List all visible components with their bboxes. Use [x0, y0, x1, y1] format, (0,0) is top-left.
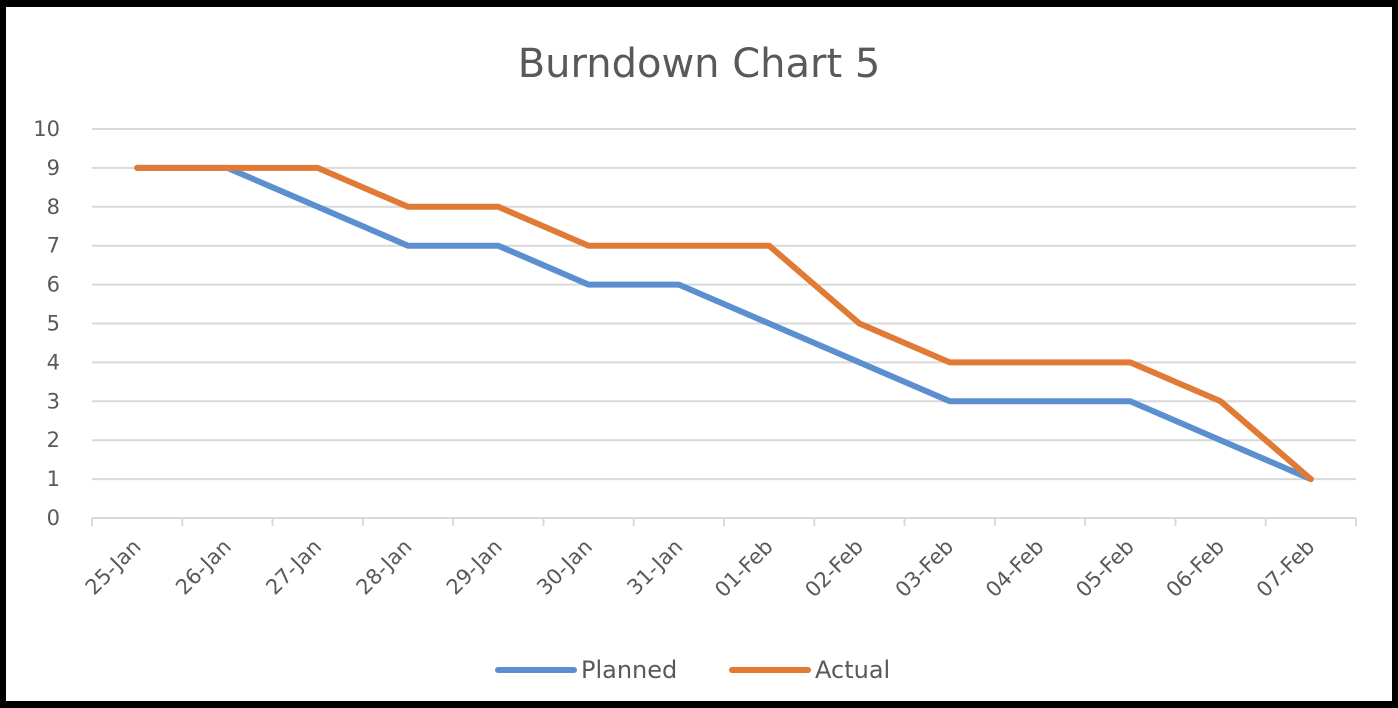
x-tick-label: 28-Jan: [352, 535, 417, 600]
data-point-actual: [226, 167, 228, 169]
data-point-actual: [588, 245, 590, 247]
data-point-planned: [949, 400, 951, 402]
x-tick-label: 29-Jan: [442, 535, 507, 600]
legend-label-actual: Actual: [815, 656, 890, 684]
y-tick-label: 1: [47, 467, 60, 491]
data-point-planned: [317, 206, 319, 208]
x-tick-label: 06-Feb: [1162, 535, 1230, 603]
data-point-actual: [1310, 478, 1312, 480]
data-point-planned: [1039, 400, 1041, 402]
x-tick-label: 07-Feb: [1252, 535, 1320, 603]
y-tick-label: 0: [47, 506, 60, 530]
x-tick-label: 25-Jan: [81, 535, 146, 600]
legend-label-planned: Planned: [581, 656, 677, 684]
legend: Planned Actual: [495, 656, 890, 684]
chart-frame: [6, 7, 1392, 701]
x-tick-label: 04-Feb: [981, 535, 1049, 603]
x-tick-label: 02-Feb: [800, 535, 868, 603]
y-tick-label: 7: [47, 234, 60, 258]
x-tick-label: 31-Jan: [622, 535, 687, 600]
data-point-planned: [858, 361, 860, 363]
x-tick-label: 03-Feb: [891, 535, 959, 603]
y-tick-label: 6: [47, 273, 60, 297]
y-tick-label: 3: [47, 389, 60, 413]
y-tick-label: 8: [47, 195, 60, 219]
x-tick-label: 26-Jan: [171, 535, 236, 600]
data-point-actual: [136, 167, 138, 169]
data-point-actual: [497, 206, 499, 208]
data-point-actual: [678, 245, 680, 247]
y-tick-label: 5: [47, 312, 60, 336]
series-line-planned: [134, 164, 1314, 483]
data-point-actual: [1129, 361, 1131, 363]
data-point-actual: [407, 206, 409, 208]
data-point-planned: [1129, 400, 1131, 402]
data-point-planned: [588, 284, 590, 286]
grid-lines: [92, 128, 1356, 519]
x-axis: 25-Jan 26-Jan 27-Jan 28-Jan 29-Jan 30-Jan 31-J…: [81, 518, 1357, 603]
y-tick-label: 10: [33, 117, 60, 141]
data-point-planned: [678, 284, 680, 286]
data-point-planned: [407, 245, 409, 247]
y-tick-label: 9: [47, 156, 60, 180]
y-axis-ticks: 0 1 2 3 4 5 6 7 8 9 10: [33, 117, 60, 530]
series-lines: [134, 164, 1314, 483]
data-point-actual: [858, 323, 860, 324]
data-point-planned: [1220, 439, 1222, 441]
data-point-planned: [768, 323, 770, 324]
data-point-planned: [497, 245, 499, 247]
data-point-actual: [317, 167, 319, 169]
x-tick-label: 27-Jan: [261, 535, 326, 600]
chart-title: Burndown Chart 5: [518, 41, 881, 87]
data-point-actual: [768, 245, 770, 247]
x-tick-label: 01-Feb: [710, 535, 778, 603]
data-point-actual: [1039, 361, 1041, 363]
data-point-actual: [1220, 400, 1222, 402]
data-point-actual: [949, 361, 951, 363]
y-tick-label: 2: [47, 428, 60, 452]
x-tick-label: 05-Feb: [1071, 535, 1139, 603]
y-tick-label: 4: [47, 350, 60, 374]
series-line-actual: [134, 164, 1314, 483]
x-tick-label: 30-Jan: [532, 535, 597, 600]
